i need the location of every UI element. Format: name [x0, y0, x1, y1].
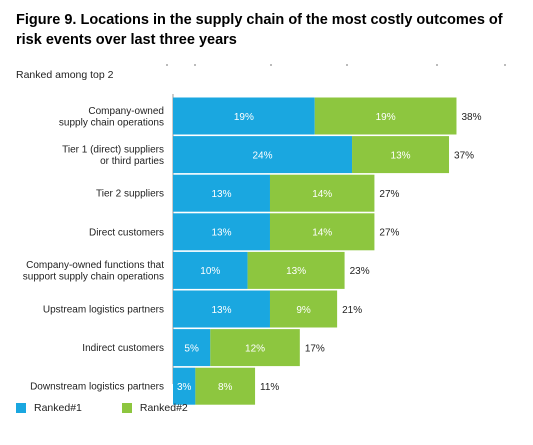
dashed-divider	[16, 64, 516, 66]
bar-value-label: 8%	[218, 382, 233, 393]
bar-value-label: 13%	[211, 228, 231, 239]
bar-total-label: 27%	[379, 228, 399, 239]
bar-value-label: 19%	[234, 112, 254, 123]
legend-item-ranked-2: Ranked#2	[121, 402, 188, 414]
bar-total-label: 37%	[454, 150, 474, 161]
legend-item-ranked-1: Ranked#1	[16, 402, 82, 414]
bar-segment-ranked-2	[269, 213, 375, 251]
category-label-line: Company-owned	[88, 106, 164, 117]
category-label-line: Company-owned functions that	[26, 260, 164, 271]
bar-value-label: 13%	[211, 305, 231, 316]
category-label-line: or third parties	[100, 156, 164, 167]
legend-swatch-ranked-1	[16, 403, 26, 413]
bar-total-label: 38%	[461, 112, 481, 123]
bar-segment-ranked-2	[352, 136, 450, 174]
bar-segment-ranked-1	[173, 174, 270, 212]
category-label-line: Direct customers	[89, 227, 164, 238]
chart-legend: Ranked#1 Ranked#2	[16, 402, 228, 414]
legend-label-ranked-2: Ranked#2	[139, 402, 188, 414]
category-label-line: Downstream logistics partners	[30, 382, 164, 393]
bar-value-label: 13%	[211, 189, 231, 200]
bar-value-label: 19%	[376, 112, 396, 123]
bar-total-label: 17%	[305, 343, 325, 354]
bar-segment-ranked-2	[195, 367, 256, 405]
chart-subtitle: Ranked among top 2	[16, 69, 114, 81]
bar-value-label: 5%	[184, 343, 199, 354]
category-label-line: Tier 2 suppliers	[96, 189, 164, 200]
bar-segment-ranked-1	[173, 136, 353, 174]
bar-segment-ranked-1	[173, 329, 211, 367]
bar-total-label: 27%	[379, 189, 399, 200]
bar-value-label: 24%	[253, 150, 273, 161]
category-label: Company-owned functions that support supp…	[23, 260, 164, 283]
chart-title: Figure 9. Locations in the supply chain …	[16, 12, 503, 48]
bar-segment-ranked-2	[210, 329, 300, 367]
bar-value-label: 12%	[245, 343, 265, 354]
bar-segment-ranked-2	[314, 97, 457, 135]
bar-value-label: 14%	[312, 189, 332, 200]
bar-total-label: 23%	[350, 266, 370, 277]
bar-segment-ranked-1	[173, 97, 315, 135]
bar-value-label: 10%	[200, 266, 220, 277]
category-label-line: supply chain operations	[59, 117, 164, 128]
category-label: Upstream logistics partners	[43, 305, 164, 316]
bar-segment-ranked-1	[173, 290, 270, 328]
category-label: Tier 1 (direct) suppliers or third partie…	[62, 144, 164, 167]
category-label: Tier 2 suppliers	[96, 189, 164, 200]
bar-value-label: 14%	[312, 228, 332, 239]
category-label-line: Tier 1 (direct) suppliers	[62, 144, 164, 155]
bar-segment-ranked-1	[173, 367, 196, 405]
bar-segment-ranked-1	[173, 251, 248, 289]
category-label-line: Upstream logistics partners	[43, 305, 164, 316]
bar-total-label: 11%	[260, 382, 279, 393]
category-label: Indirect customers	[82, 343, 164, 354]
category-label: Company-owned supply chain operations	[59, 106, 164, 129]
category-label: Direct customers	[89, 227, 164, 238]
category-label-line: Indirect customers	[82, 343, 164, 354]
category-label-line: support supply chain operations	[23, 272, 164, 283]
legend-swatch-ranked-2	[121, 403, 132, 413]
bar-segment-ranked-2	[247, 251, 345, 289]
bar-total-label: 21%	[342, 305, 362, 316]
bar-value-label: 9%	[296, 305, 311, 316]
bar-value-label: 13%	[391, 150, 411, 161]
bar-segment-ranked-2	[269, 290, 338, 328]
bar-value-label: 3%	[177, 382, 192, 393]
bar-segment-ranked-1	[173, 213, 270, 251]
category-label: Downstream logistics partners	[30, 382, 164, 393]
bar-value-label: 13%	[286, 266, 306, 277]
bar-segment-ranked-2	[269, 174, 375, 212]
legend-label-ranked-1: Ranked#1	[34, 402, 82, 414]
